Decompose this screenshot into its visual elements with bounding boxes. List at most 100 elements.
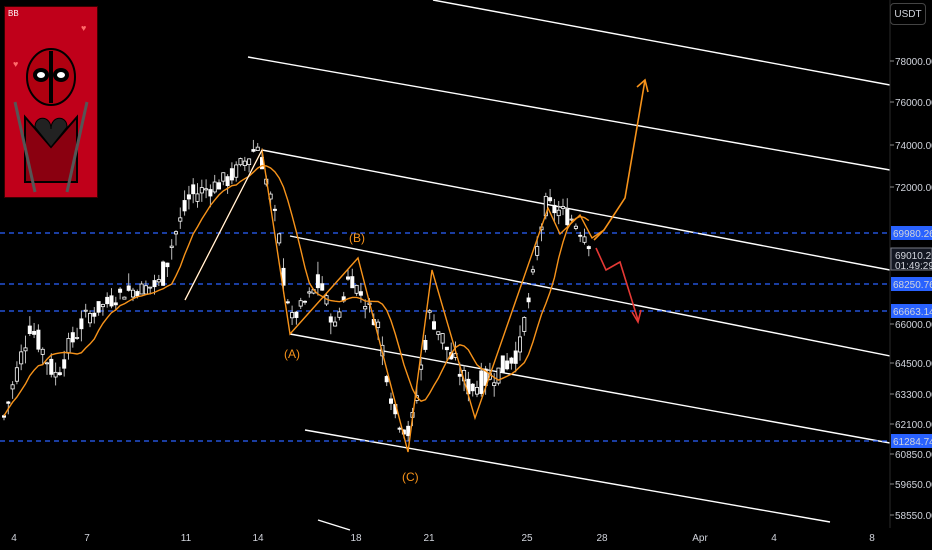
candle-body xyxy=(294,311,299,318)
candle-body xyxy=(535,246,540,256)
candle-body xyxy=(88,313,93,324)
candle-body xyxy=(165,262,170,268)
channel-line xyxy=(289,235,891,357)
candle-body xyxy=(328,316,333,323)
wave-zigzag xyxy=(184,147,605,453)
candle-body xyxy=(36,329,41,350)
candle-body xyxy=(109,295,114,307)
candle-body xyxy=(548,197,553,202)
y-tick-label: 59650.00 xyxy=(895,480,932,491)
candle-body xyxy=(272,208,277,211)
candle-body xyxy=(45,362,50,365)
y-tick-label: 62100.00 xyxy=(895,420,932,431)
price-level-label: 66663.14 xyxy=(893,307,932,318)
candle-body xyxy=(423,339,428,350)
countdown-label: 01:49:29 xyxy=(895,261,932,272)
candle-body xyxy=(221,172,226,182)
candle-body xyxy=(358,291,363,296)
candle-body xyxy=(79,318,84,330)
horizontal-price-lines xyxy=(0,232,890,442)
candle-body xyxy=(113,302,118,306)
candle-body xyxy=(14,367,19,382)
wave-label-c: (C) xyxy=(402,470,419,484)
candle-body xyxy=(427,310,432,313)
x-tick-label: 21 xyxy=(423,533,435,544)
candle-body xyxy=(561,206,566,209)
candle-body xyxy=(118,288,123,293)
candle-body xyxy=(345,276,350,280)
price-level-label-bg xyxy=(891,304,932,318)
candle-body xyxy=(143,285,148,295)
candle-body xyxy=(229,168,234,181)
candle-body xyxy=(290,312,295,319)
candle-body xyxy=(182,200,187,212)
deadpool-icon xyxy=(13,48,89,193)
profile-avatar-image: BB ♥ ♥ xyxy=(4,6,98,198)
channel-line xyxy=(261,149,891,271)
candle-body xyxy=(320,283,325,291)
price-axis: 69980.26 68250.76 66663.14 61284.74 78000.00… xyxy=(889,0,932,528)
candle-body xyxy=(161,261,166,286)
current-price-label: 69010.21 xyxy=(895,251,932,262)
price-level-label: 61284.74 xyxy=(893,437,932,448)
price-level-label-bg xyxy=(891,226,932,240)
candle-body xyxy=(277,233,282,244)
candle-body xyxy=(173,231,178,235)
candle-body xyxy=(247,158,252,166)
wave-label-a: (A) xyxy=(284,347,300,361)
x-tick-label: 14 xyxy=(252,533,264,544)
moving-average-line xyxy=(3,164,590,417)
x-tick-label: 8 xyxy=(869,533,875,544)
candle-body xyxy=(92,312,97,317)
time-axis: 4 7 11 14 18 21 25 28 Apr 4 8 xyxy=(11,533,875,544)
x-tick-label: Apr xyxy=(692,533,708,544)
price-level-label: 68250.76 xyxy=(893,280,932,291)
x-tick-label: 4 xyxy=(11,533,17,544)
x-tick-label: 25 xyxy=(521,533,533,544)
candle-body xyxy=(333,321,338,327)
candle-body xyxy=(23,347,28,352)
candle-body xyxy=(191,184,196,195)
channel-line xyxy=(247,56,891,171)
candle-body xyxy=(186,194,191,200)
x-tick-label: 7 xyxy=(84,533,90,544)
candle-body xyxy=(169,245,174,248)
candle-body xyxy=(376,321,381,328)
regression-channel-lines xyxy=(247,0,891,531)
candle-body xyxy=(470,383,475,392)
candle-body xyxy=(302,300,307,303)
y-tick-label: 64500.00 xyxy=(895,359,932,370)
current-price-bg xyxy=(890,247,932,271)
candle-body xyxy=(307,291,312,294)
price-level-label-bg xyxy=(891,277,932,291)
candle-body xyxy=(139,283,144,295)
candle-body xyxy=(70,332,75,343)
candle-body xyxy=(397,427,402,430)
candle-body xyxy=(225,176,230,186)
bullish-arrowhead xyxy=(636,78,649,93)
candle-body xyxy=(57,372,62,376)
candle-body xyxy=(556,209,561,217)
candle-body xyxy=(62,359,67,369)
candle-body xyxy=(10,384,15,390)
candle-body xyxy=(156,279,161,283)
candle-body xyxy=(388,398,393,404)
candle-body xyxy=(130,289,135,298)
candle-body xyxy=(199,187,204,194)
candle-body xyxy=(122,296,127,300)
candle-body xyxy=(19,351,24,365)
candle-body xyxy=(105,296,110,305)
candle-body xyxy=(526,297,531,303)
candle-body xyxy=(152,280,157,288)
y-tick-label: 60850.00 xyxy=(895,450,932,461)
candle-body xyxy=(255,146,260,151)
candle-body xyxy=(518,336,523,353)
candle-body xyxy=(40,348,45,355)
candle-body xyxy=(2,415,7,418)
candle-body xyxy=(212,181,217,193)
candle-body xyxy=(126,285,131,291)
candle-body xyxy=(552,204,557,214)
candle-body xyxy=(530,269,535,273)
candle-body xyxy=(6,401,11,404)
